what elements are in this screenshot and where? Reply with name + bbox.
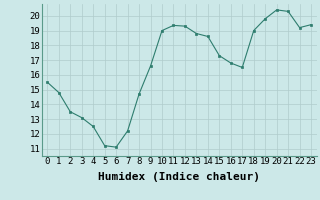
X-axis label: Humidex (Indice chaleur): Humidex (Indice chaleur)	[98, 172, 260, 182]
